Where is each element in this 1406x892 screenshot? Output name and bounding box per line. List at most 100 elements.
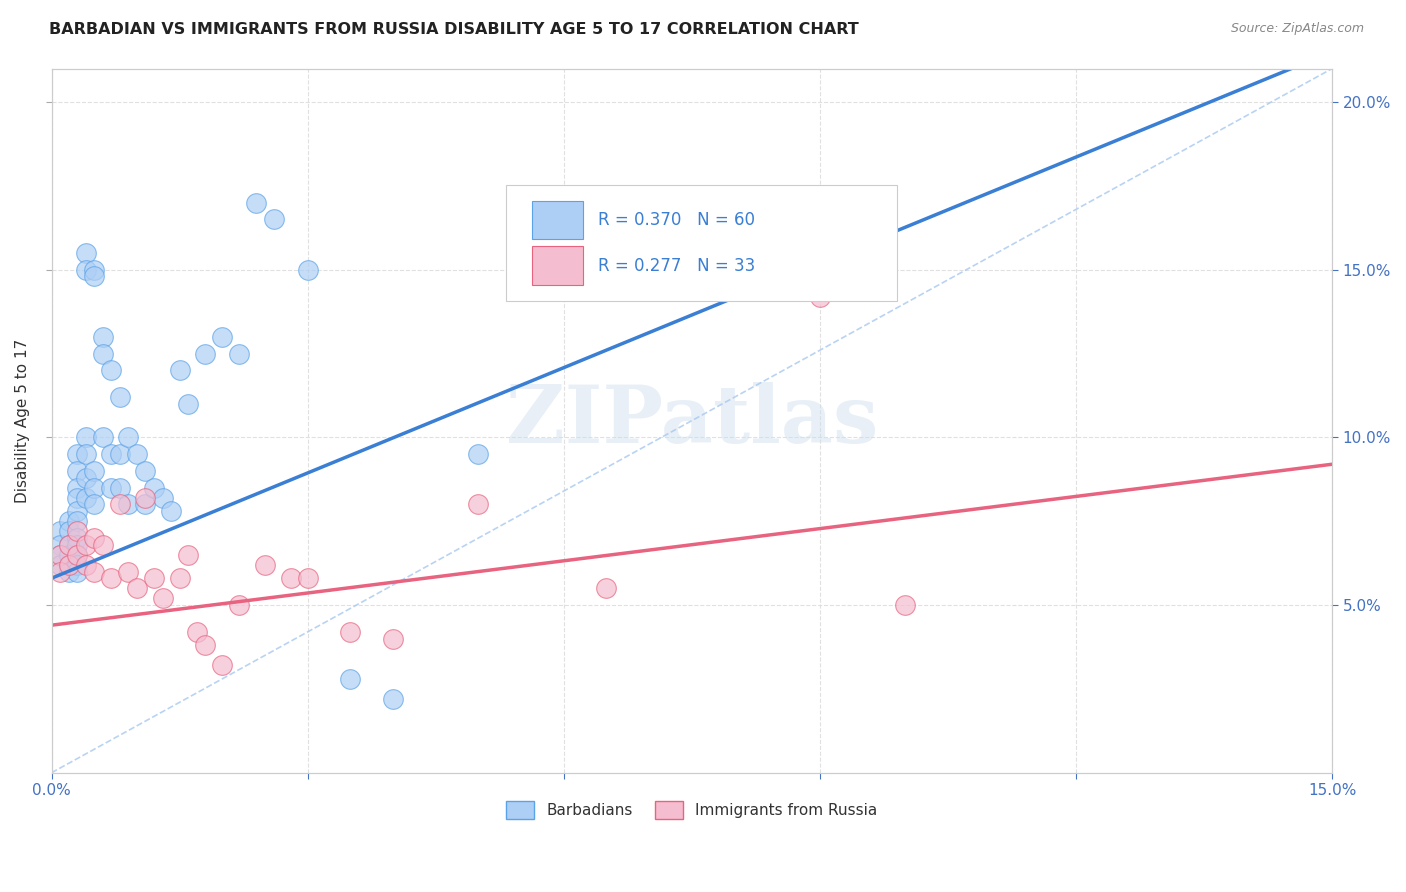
Point xyxy=(228,346,250,360)
Point xyxy=(83,565,105,579)
Point xyxy=(339,624,361,639)
Point xyxy=(75,447,97,461)
Point xyxy=(83,464,105,478)
Point xyxy=(108,447,131,461)
Point xyxy=(894,598,917,612)
Point xyxy=(108,481,131,495)
Point xyxy=(83,531,105,545)
Y-axis label: Disability Age 5 to 17: Disability Age 5 to 17 xyxy=(15,338,30,503)
Point xyxy=(467,498,489,512)
Point xyxy=(83,498,105,512)
Point xyxy=(75,246,97,260)
Point xyxy=(117,565,139,579)
Point xyxy=(58,524,80,539)
Point xyxy=(83,269,105,284)
Point xyxy=(125,447,148,461)
Point xyxy=(228,598,250,612)
Point xyxy=(66,447,89,461)
FancyBboxPatch shape xyxy=(531,246,583,285)
Text: R = 0.370   N = 60: R = 0.370 N = 60 xyxy=(599,211,755,229)
Point xyxy=(297,571,319,585)
Point xyxy=(134,491,156,505)
Point xyxy=(211,330,233,344)
Point xyxy=(66,514,89,528)
Point xyxy=(49,524,72,539)
Point xyxy=(143,481,166,495)
Point xyxy=(83,481,105,495)
Point xyxy=(58,538,80,552)
Point xyxy=(66,558,89,572)
Text: Source: ZipAtlas.com: Source: ZipAtlas.com xyxy=(1230,22,1364,36)
Point xyxy=(75,470,97,484)
Point xyxy=(280,571,302,585)
Legend: Barbadians, Immigrants from Russia: Barbadians, Immigrants from Russia xyxy=(501,795,883,825)
Point xyxy=(49,548,72,562)
Point xyxy=(194,638,217,652)
Point xyxy=(58,565,80,579)
Point xyxy=(66,531,89,545)
Point xyxy=(263,212,285,227)
Point xyxy=(49,548,72,562)
Point xyxy=(91,330,114,344)
Point xyxy=(253,558,276,572)
Point xyxy=(49,565,72,579)
Point xyxy=(75,262,97,277)
Point xyxy=(75,558,97,572)
Point xyxy=(117,430,139,444)
Point xyxy=(66,548,89,562)
Point xyxy=(194,346,217,360)
Point xyxy=(75,491,97,505)
Point xyxy=(58,548,80,562)
Point xyxy=(595,582,617,596)
Point xyxy=(66,524,89,539)
Point xyxy=(83,262,105,277)
Point xyxy=(382,632,405,646)
Point xyxy=(134,498,156,512)
Point xyxy=(66,491,89,505)
Point xyxy=(382,692,405,706)
Point xyxy=(297,262,319,277)
Point xyxy=(134,464,156,478)
Point xyxy=(169,363,191,377)
Point xyxy=(66,464,89,478)
Point xyxy=(100,363,122,377)
Point xyxy=(177,397,200,411)
Point xyxy=(177,548,200,562)
Point xyxy=(467,447,489,461)
Point xyxy=(100,481,122,495)
Point xyxy=(152,591,174,606)
Text: R = 0.277   N = 33: R = 0.277 N = 33 xyxy=(599,257,755,275)
Point xyxy=(49,558,72,572)
Point xyxy=(108,498,131,512)
Point xyxy=(66,548,89,562)
Point xyxy=(58,514,80,528)
Point xyxy=(245,195,267,210)
Point xyxy=(100,571,122,585)
Point xyxy=(58,558,80,572)
FancyBboxPatch shape xyxy=(506,185,897,301)
Point xyxy=(117,498,139,512)
Point xyxy=(58,538,80,552)
Text: BARBADIAN VS IMMIGRANTS FROM RUSSIA DISABILITY AGE 5 TO 17 CORRELATION CHART: BARBADIAN VS IMMIGRANTS FROM RUSSIA DISA… xyxy=(49,22,859,37)
Point xyxy=(339,672,361,686)
Point xyxy=(91,430,114,444)
Point xyxy=(100,447,122,461)
Point xyxy=(143,571,166,585)
Point xyxy=(91,538,114,552)
Point xyxy=(125,582,148,596)
Point xyxy=(186,624,208,639)
Point xyxy=(66,565,89,579)
Point xyxy=(58,558,80,572)
Point xyxy=(66,481,89,495)
Point xyxy=(160,504,183,518)
Point xyxy=(75,430,97,444)
Text: ZIPatlas: ZIPatlas xyxy=(506,382,877,459)
Point xyxy=(49,538,72,552)
Point xyxy=(66,538,89,552)
Point xyxy=(211,658,233,673)
FancyBboxPatch shape xyxy=(531,201,583,239)
Point xyxy=(66,504,89,518)
Point xyxy=(75,538,97,552)
Point xyxy=(152,491,174,505)
Point xyxy=(108,390,131,404)
